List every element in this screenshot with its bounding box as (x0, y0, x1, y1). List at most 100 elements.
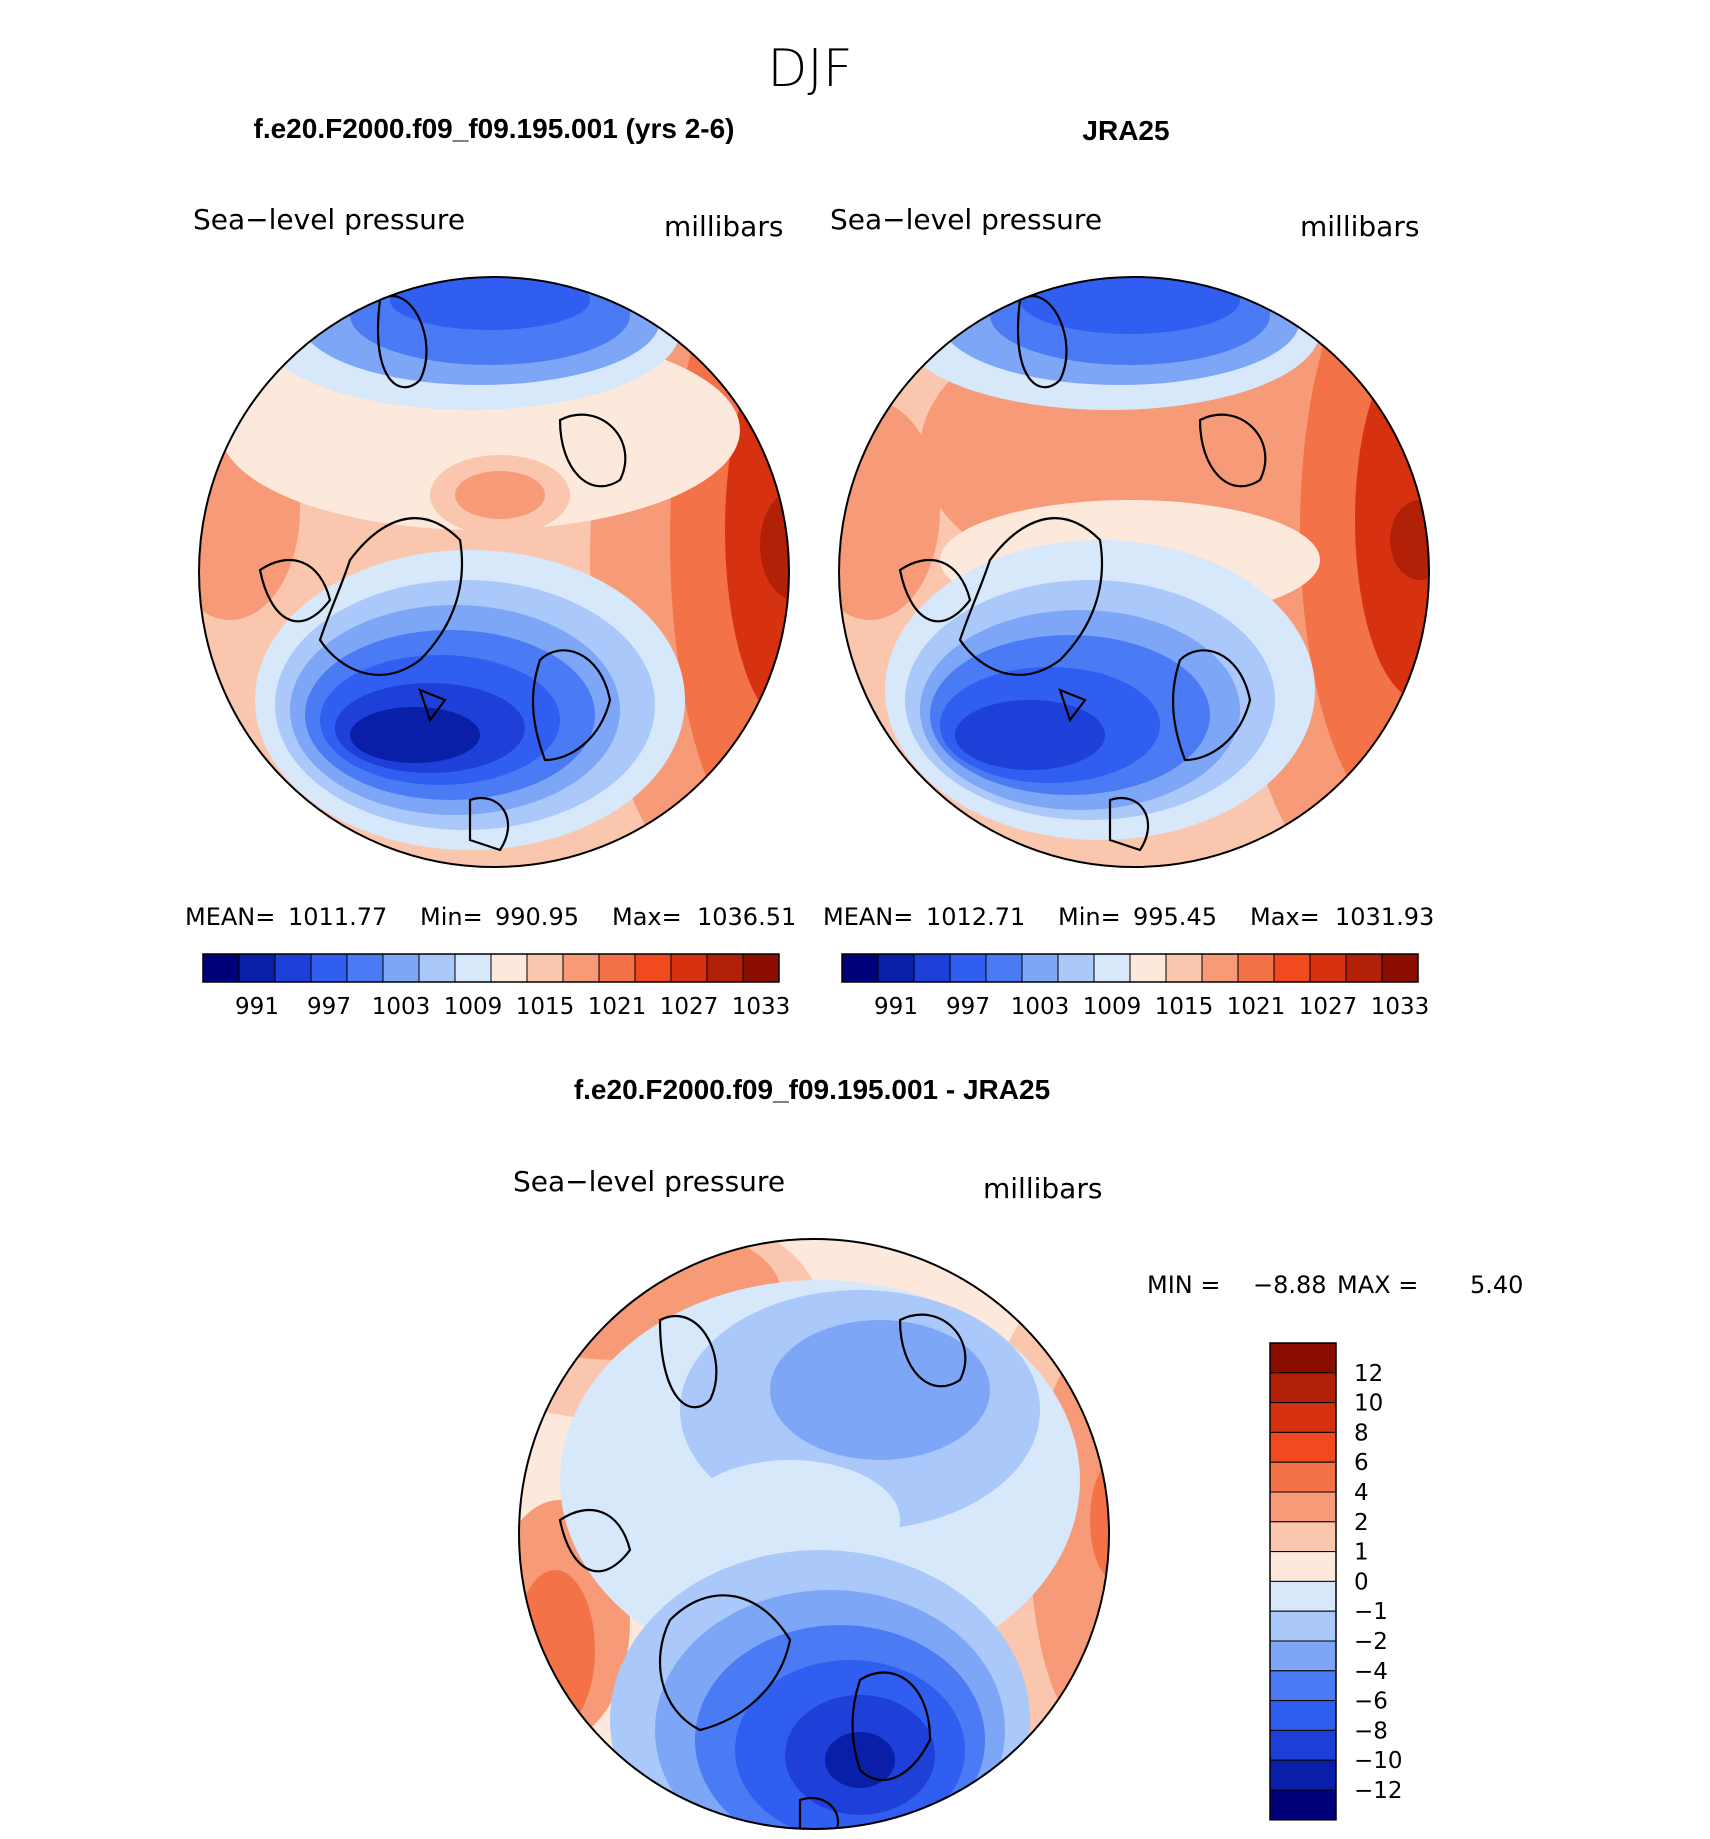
panel-obs-case-title: JRA25 (1082, 115, 1169, 146)
coastline (958, 517, 1103, 676)
panel-obs: JRA25 Sea−level pressure millibars (823, 115, 1434, 1020)
figure-title: DJF (767, 39, 852, 99)
colorbar-swatch (310, 953, 348, 983)
coastline (898, 558, 972, 623)
colorbar-swatch (238, 953, 276, 983)
colorbar-swatch (1345, 953, 1383, 983)
colorbar-tick-label: 4 (1354, 1480, 1369, 1506)
colorbar-tick-label: −4 (1354, 1659, 1388, 1685)
colorbar-tick-label: 8 (1354, 1420, 1369, 1446)
polar-map-model (199, 277, 789, 867)
colorbar-swatch (202, 953, 240, 983)
colorbar-swatch (1269, 1580, 1337, 1612)
colorbar-tick-label: 1015 (516, 994, 575, 1020)
slp-contour (455, 471, 545, 519)
colorbar-swatch (1129, 953, 1167, 983)
colorbar-tick-label: 991 (235, 994, 279, 1020)
coastline (898, 1313, 967, 1388)
colorbar-tick-label: 997 (307, 994, 351, 1020)
slp-contour (1090, 1460, 1109, 1580)
colorbar-tick-label: 1009 (444, 994, 503, 1020)
colorbar-swatch (1269, 1521, 1337, 1553)
colorbar-frame (841, 953, 1419, 983)
map-border (518, 1238, 1110, 1830)
colorbar-swatch (1269, 1670, 1337, 1702)
slp-contour (519, 1570, 595, 1730)
slp-contour (760, 490, 789, 600)
colorbar-swatch (1093, 953, 1131, 983)
colorbar-swatch (346, 953, 384, 983)
stat-mean-value: 1012.71 (926, 903, 1025, 931)
colorbar-tick-label: 1015 (1155, 994, 1214, 1020)
stat-min-value: −8.88 (1253, 1271, 1327, 1299)
colorbar-tick-label: −2 (1354, 1629, 1388, 1655)
colorbar-swatch (1057, 953, 1095, 983)
stat-mean-label: MEAN= (823, 903, 913, 931)
stat-min-label: Min= (420, 903, 483, 931)
colorbar-swatch (1269, 1402, 1337, 1433)
colorbar-tick-label: 6 (1354, 1450, 1369, 1476)
panel-model-case-title: f.e20.F2000.f09_f09.195.001 (yrs 2-6) (254, 113, 735, 144)
slp-contour (839, 400, 940, 620)
colorbar-tick-label: 0 (1354, 1569, 1369, 1595)
colorbar-frame (1269, 1342, 1337, 1821)
colorbar-swatch (913, 953, 951, 983)
colorbar-tick-label: −12 (1354, 1778, 1403, 1804)
colorbar-swatch (490, 953, 528, 983)
colorbar-swatch (670, 953, 708, 983)
colorbar-swatch (1269, 1461, 1337, 1493)
map-border (198, 276, 790, 868)
colorbar-tick-label: 1003 (1011, 994, 1070, 1020)
stat-min-label: Min= (1058, 903, 1121, 931)
colorbar-swatch (1269, 1700, 1337, 1731)
colorbar-swatch (598, 953, 636, 983)
colorbar-tick-label: 1 (1354, 1540, 1369, 1566)
colorbar-tick-label: 1021 (588, 994, 647, 1020)
panel-diff-case-title: f.e20.F2000.f09_f09.195.001 - JRA25 (574, 1074, 1050, 1105)
colorbar-swatch (274, 953, 312, 983)
coastline (558, 413, 627, 488)
slp-contour (350, 707, 480, 763)
colorbar-tick-label: 991 (874, 994, 918, 1020)
coastline (376, 294, 428, 389)
stats-diff: MIN = −8.88 MAX = 5.40 (1147, 1271, 1523, 1299)
polar-map-obs (839, 277, 1429, 867)
colorbar-tick-label: −8 (1354, 1718, 1388, 1744)
slp-contour (770, 1320, 990, 1460)
colorbar-swatch (1269, 1759, 1337, 1791)
stat-max-label: Max= (612, 903, 682, 931)
colorbar-tick-label: 12 (1354, 1361, 1383, 1387)
colorbar-swatch (877, 953, 915, 983)
panel-diff-units: millibars (983, 1172, 1102, 1205)
panel-model: f.e20.F2000.f09_f09.195.001 (yrs 2-6) Se… (185, 113, 796, 1020)
slp-contour (680, 1460, 900, 1580)
stat-max-label: Max= (1250, 903, 1320, 931)
colorbar-tick-label: 1009 (1083, 994, 1142, 1020)
colorbar-swatch (1269, 1640, 1337, 1672)
colorbar-swatch (1269, 1431, 1337, 1463)
panel-model-units: millibars (664, 210, 783, 243)
colorbar-swatch (382, 953, 420, 983)
colorbar-frame (202, 953, 780, 983)
colorbar-swatch (526, 953, 564, 983)
colorbar-tick-label: −10 (1354, 1748, 1403, 1774)
colorbar-tick-label: −6 (1354, 1689, 1388, 1715)
stat-min-value: 995.45 (1133, 903, 1217, 931)
colorbar-swatch (418, 953, 456, 983)
panel-model-variable: Sea−level pressure (193, 203, 465, 236)
colorbar-swatch (1269, 1610, 1337, 1642)
slp-contour (825, 1732, 895, 1788)
colorbar-model: 991 997 1003 1009 1015 1021 1027 1033 (202, 953, 790, 1020)
coastline (1198, 413, 1267, 488)
coastline (658, 1314, 718, 1409)
polar-map-diff (519, 1239, 1109, 1829)
colorbar-swatch (1381, 953, 1419, 983)
colorbar-swatch (1309, 953, 1347, 983)
stats-line-model: MEAN= 1011.77 Min= 990.95 Max= 1036.51 (185, 903, 796, 931)
coastline (558, 1508, 632, 1573)
colorbar-swatch (1237, 953, 1275, 983)
panel-diff: f.e20.F2000.f09_f09.195.001 - JRA25 Sea−… (513, 1074, 1523, 1830)
colorbar-swatch (841, 953, 879, 983)
colorbar-tick-label: 997 (946, 994, 990, 1020)
